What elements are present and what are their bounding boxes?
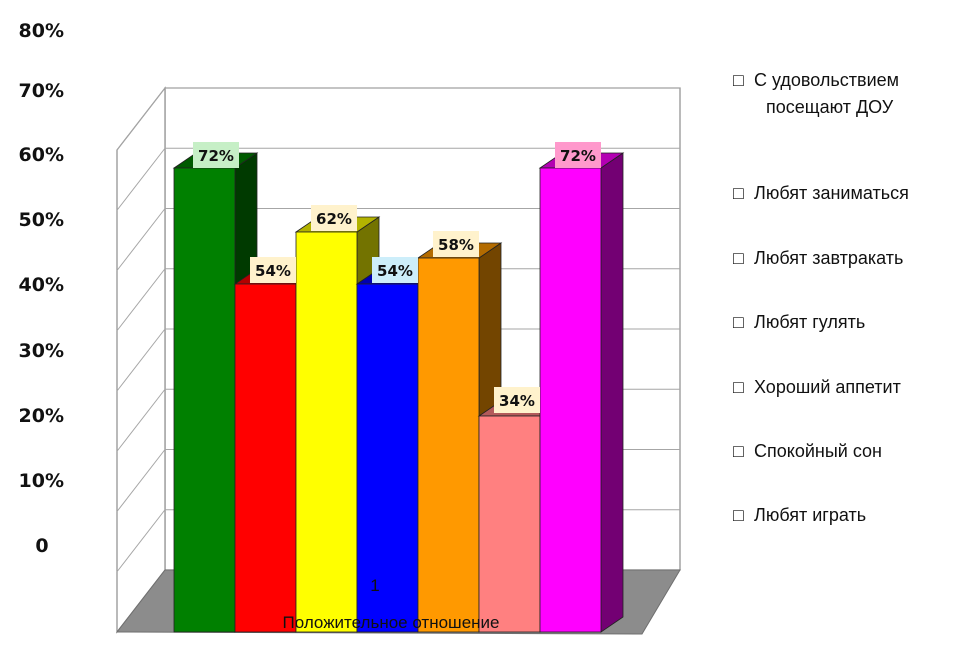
legend-label: Любят гулять: [754, 312, 865, 332]
gridline-side: [116, 388, 166, 452]
legend-label: С удовольствием: [754, 70, 899, 90]
legend-item: □ Любят заниматься: [733, 183, 909, 203]
data-label-text: 54%: [377, 262, 413, 280]
data-label: 54%: [372, 257, 418, 283]
data-label-text: 72%: [560, 147, 596, 165]
legend: □ С удовольствием посещают ДОУ □ Любят заним…: [733, 70, 909, 525]
legend-item: □ Хороший аппетит: [733, 377, 901, 397]
legend-marker: □: [733, 183, 744, 203]
gridline-side: [116, 87, 166, 151]
legend-marker: □: [733, 312, 744, 332]
bar-front: [356, 283, 419, 633]
y-tick-label: 80%: [19, 20, 64, 42]
legend-marker: □: [733, 70, 744, 90]
legend-label: Любят заниматься: [754, 183, 909, 203]
gridline-side: [116, 509, 166, 573]
legend-item: □ С удовольствием посещают ДОУ: [733, 70, 899, 117]
legend-label: Спокойный сон: [754, 441, 882, 461]
data-label-text: 72%: [198, 147, 234, 165]
x-axis-label: Положительное отношение: [283, 613, 500, 632]
data-label-bg: [494, 387, 540, 413]
data-label-bg: [372, 257, 418, 283]
bar: [538, 152, 625, 633]
data-label-bg: [555, 142, 601, 168]
legend-item: □ Любят завтракать: [733, 248, 903, 268]
bar-front: [295, 231, 358, 633]
legend-label: посещают ДОУ: [766, 97, 894, 117]
y-tick-label: 20%: [19, 405, 64, 427]
legend-marker: □: [733, 377, 744, 397]
gridline-side: [116, 449, 166, 512]
y-tick-label: 70%: [19, 80, 64, 102]
y-tick-label: 30%: [19, 340, 64, 362]
gridline-side: [116, 328, 166, 392]
y-tick-label: 0: [35, 535, 48, 557]
y-tick-label: 10%: [19, 470, 64, 492]
bar-side: [600, 152, 624, 633]
data-label: 58%: [433, 231, 479, 257]
legend-label: Хороший аппетит: [754, 377, 901, 397]
gridline-side: [116, 268, 166, 332]
data-label: 54%: [250, 257, 296, 283]
data-label-text: 58%: [438, 236, 474, 254]
y-axis-ticks: 0 10% 20% 30% 40% 50% 60% 70% 80%: [19, 20, 64, 557]
data-label-bg: [193, 142, 239, 168]
bar-front: [539, 167, 602, 633]
legend-label: Любят играть: [754, 505, 866, 525]
data-label-bg: [311, 205, 357, 231]
data-labels: 72% 54% 62% 54% 58% 34% 72%: [193, 142, 601, 413]
bar-front: [478, 415, 541, 633]
legend-marker: □: [733, 248, 744, 268]
data-label-bg: [250, 257, 296, 283]
data-label-bg: [433, 231, 479, 257]
legend-item: □ Любят гулять: [733, 312, 865, 332]
bar-front: [417, 257, 480, 633]
bar-front: [234, 283, 297, 633]
data-label: 34%: [494, 387, 540, 413]
data-label: 72%: [555, 142, 601, 168]
y-tick-label: 60%: [19, 144, 64, 166]
bars: [172, 152, 625, 633]
data-label: 62%: [311, 205, 357, 231]
bar-front: [173, 167, 236, 633]
data-label-text: 54%: [255, 262, 291, 280]
data-label-text: 62%: [316, 210, 352, 228]
data-label-text: 34%: [499, 392, 535, 410]
legend-marker: □: [733, 441, 744, 461]
data-label: 72%: [193, 142, 239, 168]
category-label: 1: [370, 576, 379, 595]
y-tick-label: 50%: [19, 209, 64, 231]
y-tick-label: 40%: [19, 274, 64, 296]
legend-label: Любят завтракать: [754, 248, 903, 268]
legend-item: □ Любят играть: [733, 505, 866, 525]
gridline-side: [116, 147, 166, 211]
gridline-side: [116, 208, 166, 271]
legend-item: □ Спокойный сон: [733, 441, 882, 461]
legend-marker: □: [733, 505, 744, 525]
